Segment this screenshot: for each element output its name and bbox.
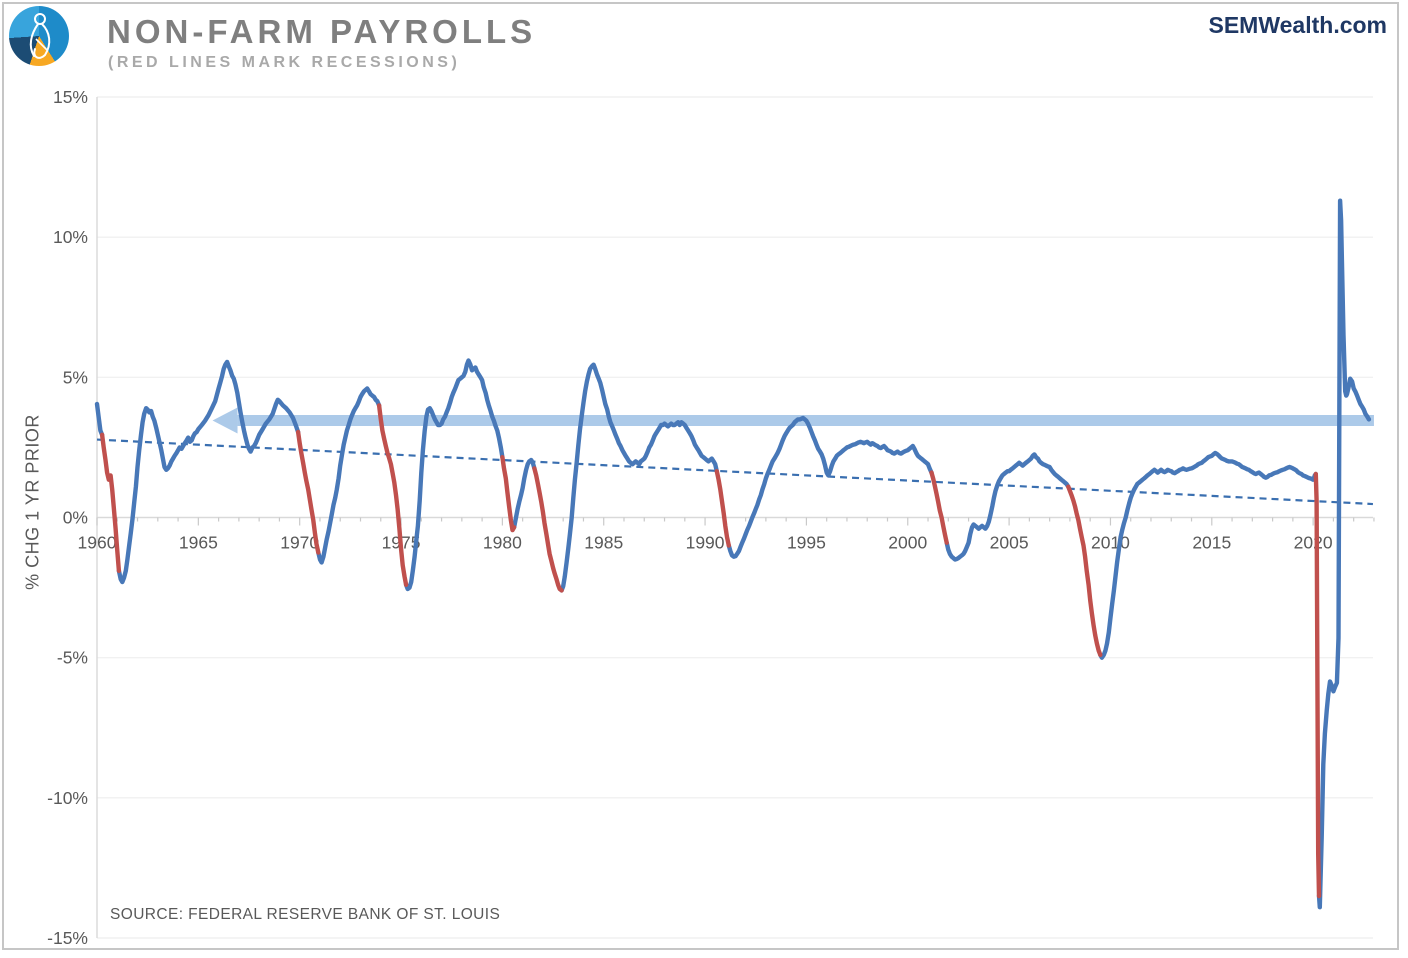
y-axis-tick-label: 15% [53,87,88,107]
y-axis-tick-label: -10% [47,788,88,808]
x-axis-tick-label: 1960 [78,533,117,553]
y-axis-tick-label: -15% [47,928,88,948]
page-subtitle: (RED LINES MARK RECESSIONS) [108,54,461,71]
y-axis-tick-label: 10% [53,227,88,247]
y-axis-tick-label: 0% [63,508,88,528]
source-note: SOURCE: FEDERAL RESERVE BANK OF ST. LOUI… [110,906,501,923]
logo-figure-icon [29,13,51,59]
x-axis-tick-label: 1965 [179,533,218,553]
x-axis-tick-label: 2010 [1091,533,1130,553]
payrolls-line-segment [944,452,1071,562]
y-axis-title: % CHG 1 YR PRIOR [22,414,43,590]
payrolls-line-segment [1316,198,1372,910]
y-axis-tick-label: -5% [57,648,88,668]
recession-line-segment [1313,471,1322,899]
payrolls-line-segment [403,358,505,592]
website-link[interactable]: SEMWealth.com [1208,12,1388,38]
x-axis-tick-label: 1970 [280,533,319,553]
semwealth-logo [9,6,69,66]
x-axis-tick-label: 2005 [990,533,1029,553]
payrolls-line-segment [559,362,719,593]
recession-line-segment [1066,484,1103,658]
x-axis-tick-label: 1990 [686,533,725,553]
x-axis-tick-label: 1985 [584,533,623,553]
x-axis-tick-label: 2000 [888,533,927,553]
payrolls-line-segment [726,415,934,559]
recession-line-segment [500,455,517,533]
y-axis-tick-label: 5% [63,367,88,387]
x-axis-tick-label: 1995 [787,533,826,553]
recession-line-segment [99,432,122,573]
payrolls-line-segment [1098,450,1318,660]
recession-line-segment [376,403,409,587]
recession-line-segment [295,429,321,555]
payrolls-line-segment [94,401,105,437]
recession-line-segment [929,470,949,545]
average-level-arrow-head [212,407,238,434]
payrolls-line-segment [116,359,301,585]
trend-dashed-line [96,438,1373,506]
x-axis-tick-label: 2015 [1192,533,1231,553]
payrolls-line-segment [511,457,537,530]
recession-line-segment [532,466,564,593]
payrolls-line-segment [316,386,382,565]
x-axis-tick-label: 1980 [483,533,522,553]
x-axis-tick-label: 2020 [1294,533,1333,553]
page-title: NON-FARM PAYROLLS [107,13,537,50]
recession-line-segment [714,469,731,548]
